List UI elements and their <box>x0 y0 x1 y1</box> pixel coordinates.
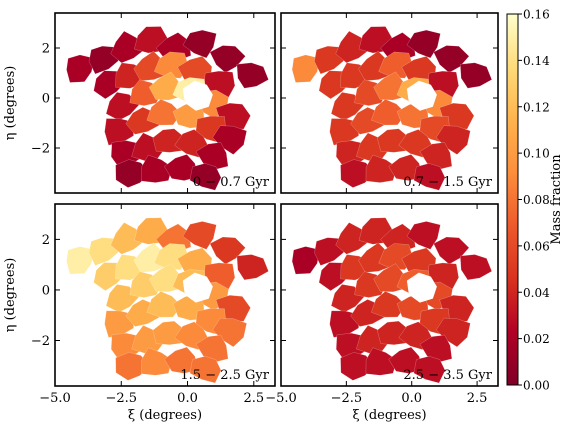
map-cell <box>66 54 95 83</box>
map-cell <box>236 62 269 89</box>
voronoi-map <box>66 217 269 384</box>
map-cell <box>388 154 423 181</box>
colorbar-tick-label: 0.16 <box>523 8 550 22</box>
colorbar-gradient <box>506 13 519 386</box>
x-tick-label: 0.0 <box>401 391 422 406</box>
map-cell <box>406 29 441 59</box>
y-tick-label: −2 <box>31 142 50 157</box>
panel: 0.7 − 1.5 Gyr <box>280 12 499 194</box>
y-tick-label: 0 <box>42 283 50 298</box>
x-tick-label: −5.0 <box>265 391 297 406</box>
map-cell <box>388 346 423 374</box>
map-cell <box>365 347 398 376</box>
colorbar-label: Mass fraction <box>549 154 564 245</box>
colorbar: 0.00 0.02 0.04 0.06 0.08 0.10 0.12 0.14 0.16 Mas… <box>506 8 564 393</box>
map-cell <box>212 317 247 348</box>
map-cell <box>189 163 222 191</box>
map-cell <box>419 142 453 171</box>
colorbar-tick-label: 0.00 <box>523 379 550 393</box>
map-cell <box>413 163 446 191</box>
x-tick-label: 2.5 <box>467 391 488 406</box>
map-cell <box>459 62 493 89</box>
central-hole <box>406 272 437 303</box>
panel-age-label: 0 − 0.7 Gyr <box>193 175 270 190</box>
axis-labels: −2 0 2 η (degrees) −2 0 2 η (degrees) −5.0 −2.5 0.… <box>3 42 487 424</box>
colorbar-tick-label: 0.06 <box>523 239 550 253</box>
panel: 0 − 0.7 Gyr <box>54 12 276 194</box>
map-cell <box>195 142 229 171</box>
voronoi-map <box>291 26 493 191</box>
colorbar-tick-label: 0.14 <box>523 54 550 68</box>
map-cell <box>141 347 173 376</box>
panel: 1.5 − 2.5 Gyr <box>54 203 276 387</box>
panel-age-label: 2.5 − 3.5 Gyr <box>403 368 492 383</box>
map-cell <box>195 334 229 363</box>
map-cell <box>236 254 269 281</box>
map-cell <box>365 154 398 183</box>
central-hole <box>182 80 213 111</box>
colorbar-tick-label: 0.04 <box>523 286 550 300</box>
panel-frame <box>54 203 276 387</box>
panel: 2.5 − 3.5 Gyr <box>280 203 499 387</box>
y-axis-label: η (degrees) <box>3 258 18 333</box>
panel-age-label: 0.7 − 1.5 Gyr <box>403 175 492 190</box>
x-tick-label: 0.0 <box>177 391 198 406</box>
map-cell <box>329 310 359 338</box>
y-tick-label: 2 <box>42 42 50 57</box>
panel-age-label: 1.5 − 2.5 Gyr <box>180 368 269 383</box>
panel-frame <box>54 12 276 194</box>
colorbar-tick-label: 0.08 <box>523 193 550 207</box>
map-cell <box>413 355 446 384</box>
map-cell <box>212 125 247 155</box>
map-cell <box>66 246 95 275</box>
map-cell <box>164 154 199 181</box>
voronoi-map <box>291 217 493 384</box>
y-tick-label: 2 <box>42 233 50 248</box>
map-cell <box>104 118 134 146</box>
map-cell <box>104 310 134 338</box>
y-tick-label: −2 <box>31 334 50 349</box>
map-cell <box>291 54 321 83</box>
central-hole <box>182 272 213 303</box>
panel-frame <box>280 203 499 387</box>
map-cell <box>459 254 493 281</box>
map-cell <box>182 221 217 250</box>
x-axis-label: ξ (degrees) <box>128 408 202 423</box>
colorbar-tick-label: 0.02 <box>523 332 550 346</box>
x-tick-label: −5.0 <box>39 391 71 406</box>
map-cell <box>189 355 222 384</box>
voronoi-map <box>66 26 269 191</box>
x-tick-label: 2.5 <box>243 391 264 406</box>
map-cell <box>406 221 441 250</box>
panels: 0 − 0.7 Gyr 0.7 − 1.5 Gyr 1.5 − 2.5 Gyr 2.5… <box>54 12 499 387</box>
map-cell <box>291 246 321 275</box>
x-tick-label: −2.5 <box>331 391 363 406</box>
panel-frame <box>280 12 499 194</box>
x-axis-label: ξ (degrees) <box>352 408 426 423</box>
y-tick-label: 0 <box>42 92 50 107</box>
map-cell <box>164 346 199 374</box>
y-axis-label: η (degrees) <box>3 66 18 141</box>
colorbar-tick-label: 0.10 <box>523 147 550 161</box>
map-cell <box>329 118 359 146</box>
central-hole <box>406 80 437 111</box>
x-tick-label: −2.5 <box>105 391 137 406</box>
map-cell <box>435 125 471 155</box>
map-cell <box>419 334 453 363</box>
map-cell <box>435 317 471 348</box>
map-cell <box>182 29 217 59</box>
map-cell <box>141 154 173 183</box>
colorbar-tick-label: 0.12 <box>523 100 550 114</box>
